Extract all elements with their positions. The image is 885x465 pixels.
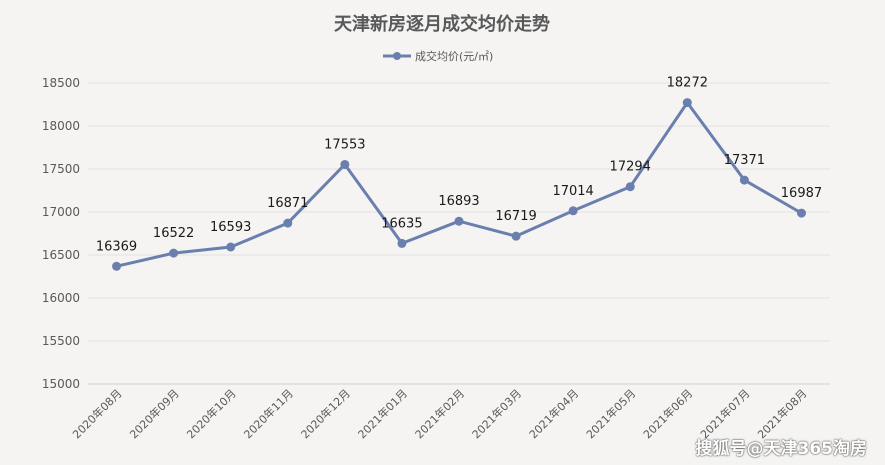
legend-marker — [393, 52, 401, 60]
data-point — [283, 218, 293, 228]
legend-label: 成交均价(元/㎡) — [415, 49, 493, 63]
data-point — [397, 238, 407, 248]
series-line — [116, 101, 803, 268]
data-point — [796, 208, 806, 218]
data-point — [682, 98, 692, 108]
data-label: 16719 — [495, 209, 536, 224]
x-tick-label: 2020年12月 — [298, 386, 353, 441]
y-tick-label: 18500 — [42, 76, 80, 90]
x-tick-label: 2020年10月 — [184, 386, 239, 441]
x-tick-label: 2021年01月 — [355, 386, 410, 441]
x-tick-label: 2020年11月 — [241, 386, 296, 441]
data-label: 18272 — [667, 76, 708, 91]
data-label: 16522 — [153, 226, 194, 241]
watermark: 搜狐号@天津365淘房 — [695, 439, 868, 459]
data-label: 16635 — [381, 216, 422, 231]
data-point — [226, 242, 236, 252]
y-tick-label: 16500 — [42, 248, 80, 262]
y-tick-label: 17500 — [42, 162, 80, 176]
data-labels: 16369 16522 16593 16871 17553 16635 16893 16719… — [96, 76, 822, 255]
y-axis: 15000 15500 16000 16500 17000 17500 18000 18500 — [42, 76, 80, 391]
data-label: 16871 — [267, 196, 308, 211]
x-tick-label: 2020年09月 — [127, 386, 182, 441]
data-point — [739, 175, 749, 185]
data-label: 16369 — [96, 239, 137, 254]
data-point — [454, 216, 464, 226]
grid-lines — [88, 82, 830, 385]
data-point — [568, 206, 578, 216]
x-tick-label: 2020年08月 — [70, 386, 125, 441]
chart-title: 天津新房逐月成交均价走势 — [334, 13, 550, 35]
data-label: 16893 — [438, 194, 479, 209]
y-tick-label: 17000 — [42, 205, 80, 219]
x-tick-label: 2021年04月 — [526, 386, 581, 441]
y-tick-label: 18000 — [42, 119, 80, 133]
data-label: 17294 — [610, 160, 651, 175]
x-tick-label: 2021年03月 — [469, 386, 524, 441]
data-point — [340, 159, 350, 169]
legend: 成交均价(元/㎡) — [383, 49, 493, 63]
data-label: 17371 — [724, 153, 765, 168]
y-tick-label: 15500 — [42, 334, 80, 348]
x-tick-label: 2021年06月 — [640, 386, 695, 441]
y-tick-label: 16000 — [42, 291, 80, 305]
data-point — [169, 248, 179, 258]
data-point — [511, 231, 521, 241]
data-point — [625, 182, 635, 192]
x-tick-label: 2021年02月 — [412, 386, 467, 441]
series-line-group — [112, 98, 806, 271]
data-point — [112, 261, 122, 271]
y-tick-label: 15000 — [42, 377, 80, 391]
data-label: 17014 — [552, 184, 593, 199]
data-label: 16593 — [210, 220, 251, 235]
data-label: 16987 — [781, 186, 822, 201]
data-label: 17553 — [324, 137, 365, 152]
x-tick-label: 2021年05月 — [583, 386, 638, 441]
